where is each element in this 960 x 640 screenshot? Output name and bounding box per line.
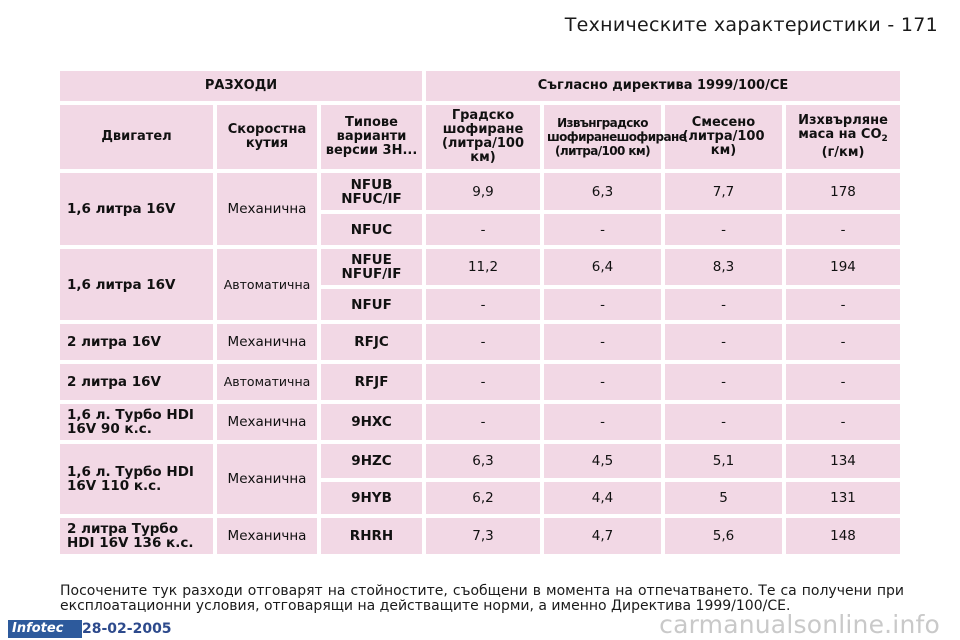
- urban-cell: -: [426, 214, 540, 245]
- urban-cell: -: [426, 324, 540, 360]
- extra-urban-cell: 6,4: [544, 249, 661, 285]
- combined-cell: 5,6: [665, 518, 782, 554]
- urban-cell: -: [426, 364, 540, 400]
- col-engine-header: Двигател: [60, 105, 213, 169]
- co2-cell: 194: [786, 249, 900, 285]
- extra-urban-cell: 4,4: [544, 482, 661, 514]
- col-extra-urban-header: Извънградско шофиранешофиране (литра/100…: [544, 105, 687, 169]
- combined-cell: 7,7: [665, 173, 782, 210]
- directive-group-header: Съгласно директива 1999/100/CE: [426, 71, 900, 101]
- urban-cell: 6,3: [426, 444, 540, 478]
- table-row: 1,6 л. Турбо HDI 16V 90 к.с. Механична 9…: [60, 404, 900, 440]
- engine-cell: 2 литра Турбо HDI 16V 136 к.с.: [60, 518, 213, 554]
- extra-urban-cell: -: [544, 289, 661, 320]
- gearbox-cell: Механична: [217, 518, 317, 554]
- gearbox-cell: Механична: [217, 404, 317, 440]
- version-cell: NFUF: [321, 289, 422, 320]
- table-row: 2 литра Турбо HDI 16V 136 к.с. Механична…: [60, 518, 900, 554]
- combined-cell: 5,1: [665, 444, 782, 478]
- table-row: 2 литра 16V Механична RFJC - - - -: [60, 324, 900, 360]
- gearbox-cell: Автоматична: [217, 249, 317, 320]
- table-row: 1,6 литра 16V Автоматична NFUE NFUF/IF 1…: [60, 249, 900, 320]
- combined-cell: 8,3: [665, 249, 782, 285]
- col-urban-header: Градско шофиране (литра/100 км): [426, 105, 540, 169]
- gearbox-cell: Механична: [217, 444, 317, 514]
- extra-urban-cell: -: [544, 214, 661, 245]
- page-header: Техническите характеристики - 171: [564, 14, 938, 36]
- co2-cell: -: [786, 324, 900, 360]
- extra-urban-cell: 6,3: [544, 173, 661, 210]
- consumption-group-header: РАЗХОДИ: [60, 71, 422, 101]
- version-cell: 9HXC: [321, 404, 422, 440]
- combined-cell: -: [665, 324, 782, 360]
- version-cell: 9HYB: [321, 482, 422, 514]
- co2-cell: -: [786, 404, 900, 440]
- extra-urban-cell: -: [544, 364, 661, 400]
- col-gearbox-header: Скоростна кутия: [217, 105, 317, 169]
- co2-cell: -: [786, 364, 900, 400]
- version-cell: NFUC: [321, 214, 422, 245]
- group-header-row: РАЗХОДИ Съгласно директива 1999/100/CE: [60, 71, 900, 101]
- engine-cell: 2 литра 16V: [60, 364, 213, 400]
- gearbox-cell: Автоматична: [217, 364, 317, 400]
- consumption-table: РАЗХОДИ Съгласно директива 1999/100/CE Д…: [56, 67, 904, 558]
- version-cell: RFJF: [321, 364, 422, 400]
- table-row: 9HYB 6,2 4,4 5 131: [60, 482, 900, 514]
- co2-cell: -: [786, 289, 900, 320]
- print-date: 28-02-2005: [82, 621, 172, 637]
- page-footer: Infotec 28-02-2005 carmanualsonline.info: [0, 610, 960, 640]
- co2-prefix: Изхвърляне маса на CO: [798, 113, 888, 142]
- urban-cell: 9,9: [426, 173, 540, 210]
- engine-cell: 1,6 литра 16V: [60, 173, 213, 245]
- gearbox-cell: Механична: [217, 324, 317, 360]
- co2-suffix: (г/км): [821, 145, 865, 160]
- combined-cell: -: [665, 404, 782, 440]
- table-row: 1,6 литра 16V Механична NFUB NFUC/IF 9,9…: [60, 173, 900, 245]
- engine-cell: 2 литра 16V: [60, 324, 213, 360]
- engine-cell: 1,6 л. Турбо HDI 16V 110 к.с.: [60, 444, 213, 514]
- table-row: 1,6 л. Турбо HDI 16V 110 к.с. Механична …: [60, 444, 900, 514]
- engine-cell: 1,6 литра 16V: [60, 249, 213, 320]
- footnote: Посочените тук разходи отговарят на стой…: [60, 583, 904, 614]
- extra-urban-cell: -: [544, 404, 661, 440]
- urban-cell: -: [426, 404, 540, 440]
- table-row: NFUF - - - -: [60, 289, 900, 320]
- combined-cell: -: [665, 289, 782, 320]
- engine-cell: 1,6 л. Турбо HDI 16V 90 к.с.: [60, 404, 213, 440]
- col-co2-header: Изхвърляне маса на CO2 (г/км): [786, 105, 900, 169]
- extra-urban-cell: 4,7: [544, 518, 661, 554]
- column-header-row: Двигател Скоростна кутия Типове варианти…: [60, 105, 900, 169]
- co2-cell: 178: [786, 173, 900, 210]
- extra-urban-cell: 4,5: [544, 444, 661, 478]
- version-cell: RHRH: [321, 518, 422, 554]
- col-combined-header: Смесено (литра/100 км): [665, 105, 782, 169]
- co2-cell: 148: [786, 518, 900, 554]
- urban-cell: 11,2: [426, 249, 540, 285]
- infotec-logo: Infotec: [8, 620, 82, 638]
- col-versions-header: Типове варианти версии 3Н...: [321, 105, 422, 169]
- combined-cell: 5: [665, 482, 782, 514]
- urban-cell: 7,3: [426, 518, 540, 554]
- co2-cell: 131: [786, 482, 900, 514]
- version-cell: NFUE NFUF/IF: [321, 249, 422, 285]
- urban-cell: 6,2: [426, 482, 540, 514]
- co2-cell: -: [786, 214, 900, 245]
- table-row: NFUC - - - -: [60, 214, 900, 245]
- co2-cell: 134: [786, 444, 900, 478]
- version-cell: NFUB NFUC/IF: [321, 173, 422, 210]
- version-cell: 9HZC: [321, 444, 422, 478]
- co2-subscript: 2: [881, 134, 888, 144]
- combined-cell: -: [665, 364, 782, 400]
- combined-cell: -: [665, 214, 782, 245]
- table-row: 2 литра 16V Автоматична RFJF - - - -: [60, 364, 900, 400]
- watermark: carmanualsonline.info: [659, 610, 940, 639]
- urban-cell: -: [426, 289, 540, 320]
- extra-urban-cell: -: [544, 324, 661, 360]
- gearbox-cell: Механична: [217, 173, 317, 245]
- version-cell: RFJC: [321, 324, 422, 360]
